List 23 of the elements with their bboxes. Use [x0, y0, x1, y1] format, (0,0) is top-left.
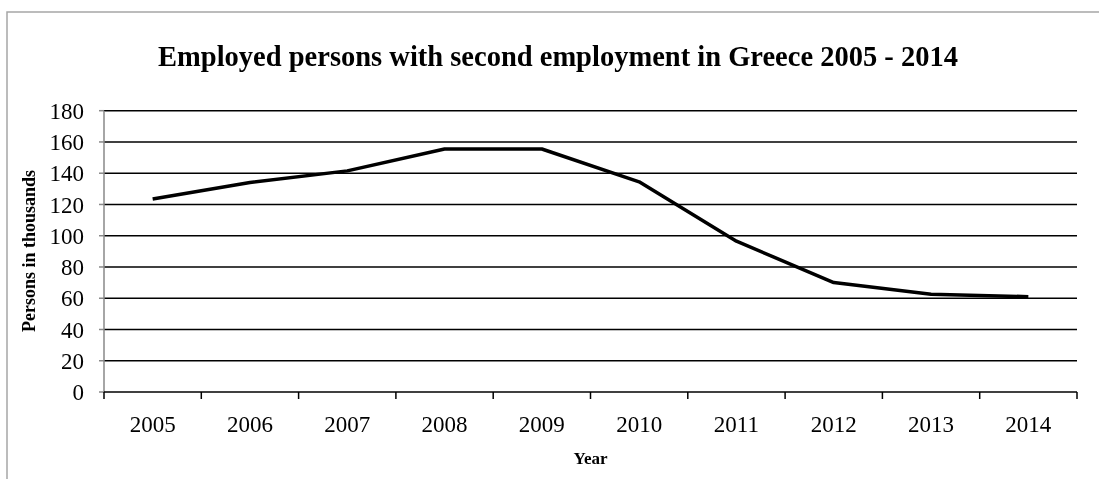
- y-tick-label: 40: [61, 317, 84, 343]
- x-tick-label: 2012: [810, 412, 857, 437]
- y-tick-label: 180: [49, 98, 84, 124]
- y-tick-label: 80: [61, 255, 84, 281]
- y-tick-label: 20: [61, 348, 84, 374]
- x-tick-label: 2010: [616, 412, 663, 437]
- x-tick-label: 2013: [908, 412, 955, 437]
- y-tick-label: 0: [72, 380, 84, 406]
- x-tick-label: 2008: [421, 412, 468, 437]
- x-tick-label: 2006: [226, 412, 273, 437]
- x-tick-label: 2011: [713, 412, 760, 437]
- x-tick-label: 2009: [518, 412, 565, 437]
- y-axis-title: Persons in thousands: [19, 169, 39, 333]
- y-tick-label: 100: [49, 223, 84, 249]
- y-tick-label: 60: [61, 286, 84, 312]
- x-tick-label: 2007: [324, 412, 371, 437]
- x-axis-title: Year: [573, 449, 608, 468]
- y-tick-label: 160: [49, 130, 84, 156]
- x-tick-label: 2014: [1005, 412, 1052, 437]
- chart-title: Employed persons with second employment in Greece 2005 - 2014: [158, 41, 958, 72]
- x-tick-label: 2005: [129, 412, 176, 437]
- y-tick-label: 140: [49, 161, 84, 187]
- y-tick-label: 120: [49, 192, 84, 218]
